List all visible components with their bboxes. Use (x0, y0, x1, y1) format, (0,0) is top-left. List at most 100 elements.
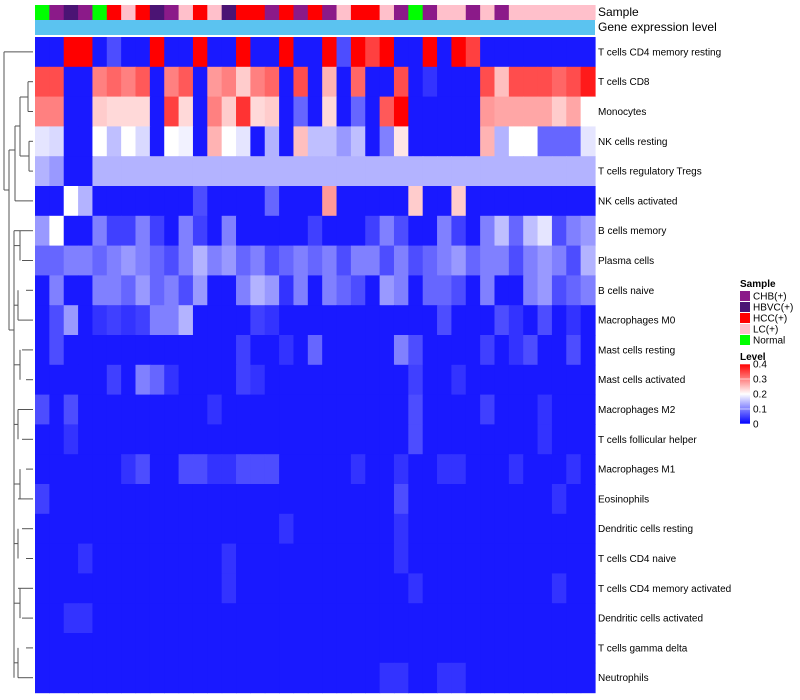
heatmap-cell (121, 156, 137, 187)
heatmap-cell (580, 513, 596, 545)
heatmap-cell (322, 245, 338, 276)
heatmap-cell (63, 394, 79, 425)
heatmap-cell (279, 186, 295, 217)
heatmap-cell (207, 484, 223, 515)
heatmap-cell (365, 364, 381, 396)
heatmap-cell (494, 394, 510, 425)
heatmap-cell (164, 96, 180, 127)
heatmap-cell (221, 37, 237, 68)
heatmap-cell (437, 96, 453, 127)
heatmap-cell (279, 364, 295, 396)
heatmap-cell (350, 364, 366, 396)
heatmap-cell (494, 454, 510, 485)
heatmap-cell (207, 275, 223, 306)
heatmap-cell (279, 662, 295, 694)
heatmap-cell (78, 335, 94, 366)
heatmap-cell (92, 484, 108, 515)
heatmap-cell (494, 215, 510, 247)
heatmap-cell (164, 335, 180, 366)
heatmap-cell (78, 96, 94, 127)
heatmap-cell (365, 662, 381, 694)
heatmap-cell (264, 275, 280, 306)
heatmap-cell (63, 126, 79, 157)
heatmap-cell (451, 335, 467, 366)
heatmap-cell (480, 573, 496, 604)
heatmap-cell (422, 335, 438, 366)
heatmap-cell (121, 66, 137, 98)
heatmap-cell (279, 335, 295, 366)
heatmap-cell (393, 424, 409, 455)
heatmap-cell (508, 454, 524, 485)
heatmap-cell (178, 66, 194, 98)
heatmap-cell (408, 126, 424, 157)
heatmap-cell (178, 37, 194, 68)
heatmap-cell (192, 275, 208, 306)
heatmap-cell (551, 573, 567, 604)
heatmap-cell (379, 245, 395, 276)
heatmap-cell (236, 573, 251, 604)
heatmap-cell (192, 245, 208, 276)
expression-level-bar (35, 20, 595, 35)
heatmap-cell (422, 186, 438, 217)
sample-annotation-cell (250, 5, 266, 20)
heatmap-cell (580, 454, 596, 485)
heatmap-cell (365, 543, 381, 574)
heatmap-cell (523, 305, 539, 336)
heatmap-cell (537, 394, 553, 425)
heatmap-cell (250, 66, 266, 98)
heatmap-cell (63, 662, 79, 694)
heatmap-cell (49, 126, 65, 157)
heatmap-cell (451, 633, 467, 664)
heatmap-cell (494, 66, 510, 98)
heatmap-cell (192, 335, 208, 366)
heatmap-cell (537, 662, 553, 694)
heatmap-cell (480, 335, 496, 366)
heatmap-cell (465, 484, 481, 515)
heatmap-cell (307, 186, 323, 217)
sample-annotation-cell (480, 5, 496, 20)
heatmap-cell (293, 275, 309, 306)
heatmap-cell (408, 66, 424, 98)
heatmap-cell (307, 394, 323, 425)
heatmap-cell (63, 454, 79, 485)
heatmap-cell (164, 245, 180, 276)
heatmap-cell (393, 543, 409, 574)
heatmap-cell (250, 424, 266, 455)
heatmap-cell (35, 275, 50, 306)
heatmap-cell (49, 543, 65, 574)
heatmap-cell (465, 186, 481, 217)
heatmap-cell (408, 245, 424, 276)
heatmap-cell (178, 394, 194, 425)
legend-sample-swatch (740, 302, 750, 312)
heatmap-cell (135, 66, 151, 98)
heatmap-cell (508, 543, 524, 574)
row-label: T cells regulatory Tregs (598, 167, 702, 178)
row-label: T cells CD4 memory activated (598, 584, 731, 595)
heatmap-cell (106, 603, 122, 634)
heatmap-cell (279, 156, 295, 187)
legend-sample-label: HCC(+) (753, 314, 787, 325)
heatmap-cell (293, 37, 309, 68)
heatmap-cell (92, 335, 108, 366)
heatmap-cell (293, 96, 309, 127)
heatmap-cell (221, 186, 237, 217)
heatmap-cell (336, 454, 352, 485)
heatmap-cell (350, 573, 366, 604)
heatmap-cell (580, 364, 596, 396)
row-label: NK cells resting (598, 137, 667, 148)
sample-annotation-cell (149, 5, 165, 20)
heatmap-cell (279, 96, 295, 127)
heatmap-cell (221, 305, 237, 336)
heatmap-cell (35, 96, 50, 127)
heatmap-cell (178, 275, 194, 306)
heatmap-cell (422, 424, 438, 455)
heatmap-cell (164, 275, 180, 306)
heatmap-cell (551, 424, 567, 455)
heatmap-cell (465, 662, 481, 694)
heatmap-cell (551, 275, 567, 306)
legend-sample-label: Normal (753, 336, 785, 347)
legend-level-tick-label: 0.3 (753, 375, 767, 386)
heatmap-cell (551, 186, 567, 217)
heatmap-cell (494, 513, 510, 545)
heatmap-cell (250, 364, 266, 396)
